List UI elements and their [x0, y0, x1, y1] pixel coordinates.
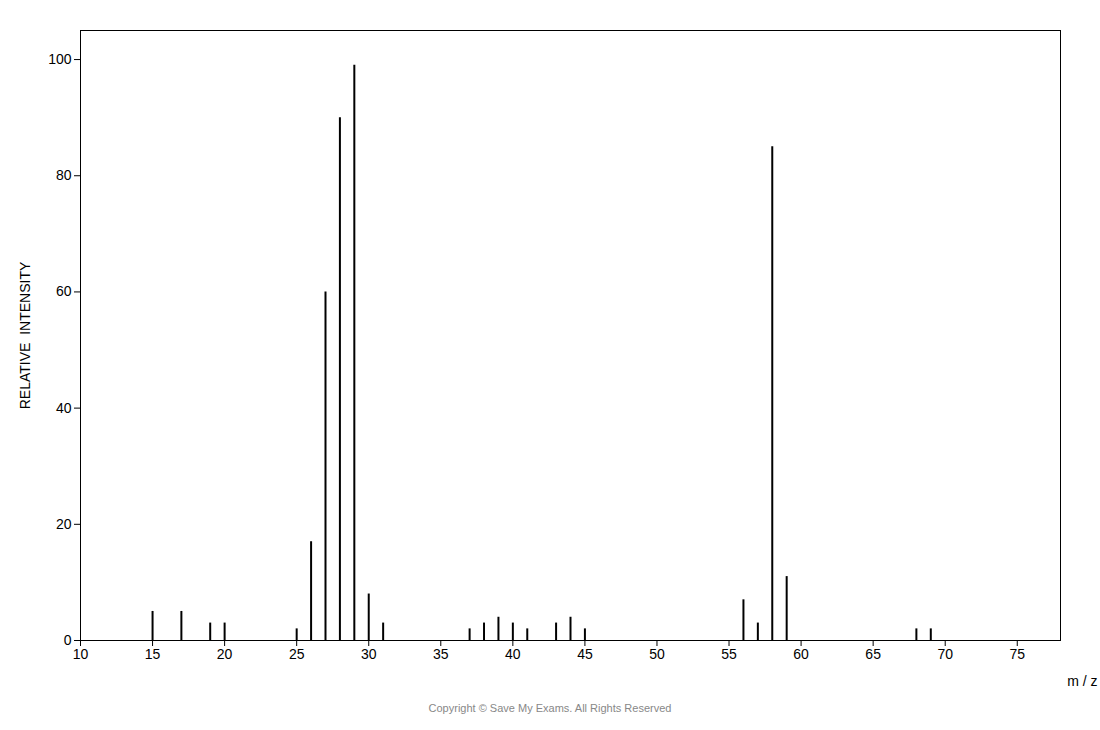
- html-text:Copyright © Save My Exams. All: Copyright © Save My Exams. All Rights Re…: [428, 702, 672, 714]
- svg-text:50: 50: [649, 646, 665, 662]
- svg-text:25: 25: [289, 646, 305, 662]
- svg-text:45: 45: [577, 646, 593, 662]
- svg-text:35: 35: [433, 646, 449, 662]
- svg-text:60: 60: [793, 646, 809, 662]
- svg-text:55: 55: [721, 646, 737, 662]
- svg-text:70: 70: [937, 646, 953, 662]
- svg-text:40: 40: [56, 400, 72, 416]
- svg-text:20: 20: [56, 516, 72, 532]
- svg-text:60: 60: [56, 283, 72, 299]
- svg-text:40: 40: [505, 646, 521, 662]
- svg-text:30: 30: [361, 646, 377, 662]
- svg-text:20: 20: [217, 646, 233, 662]
- svg-text:75: 75: [1009, 646, 1025, 662]
- svg-text:80: 80: [56, 167, 72, 183]
- svg-text:15: 15: [145, 646, 161, 662]
- svg-text:10: 10: [73, 646, 89, 662]
- svg-text:0: 0: [64, 632, 72, 648]
- svg-text:65: 65: [865, 646, 881, 662]
- svg-text:RELATIVE INTENSITY: RELATIVE INTENSITY: [17, 261, 33, 409]
- svg-text:m / z: m / z: [1067, 673, 1097, 689]
- svg-text:100: 100: [48, 51, 72, 67]
